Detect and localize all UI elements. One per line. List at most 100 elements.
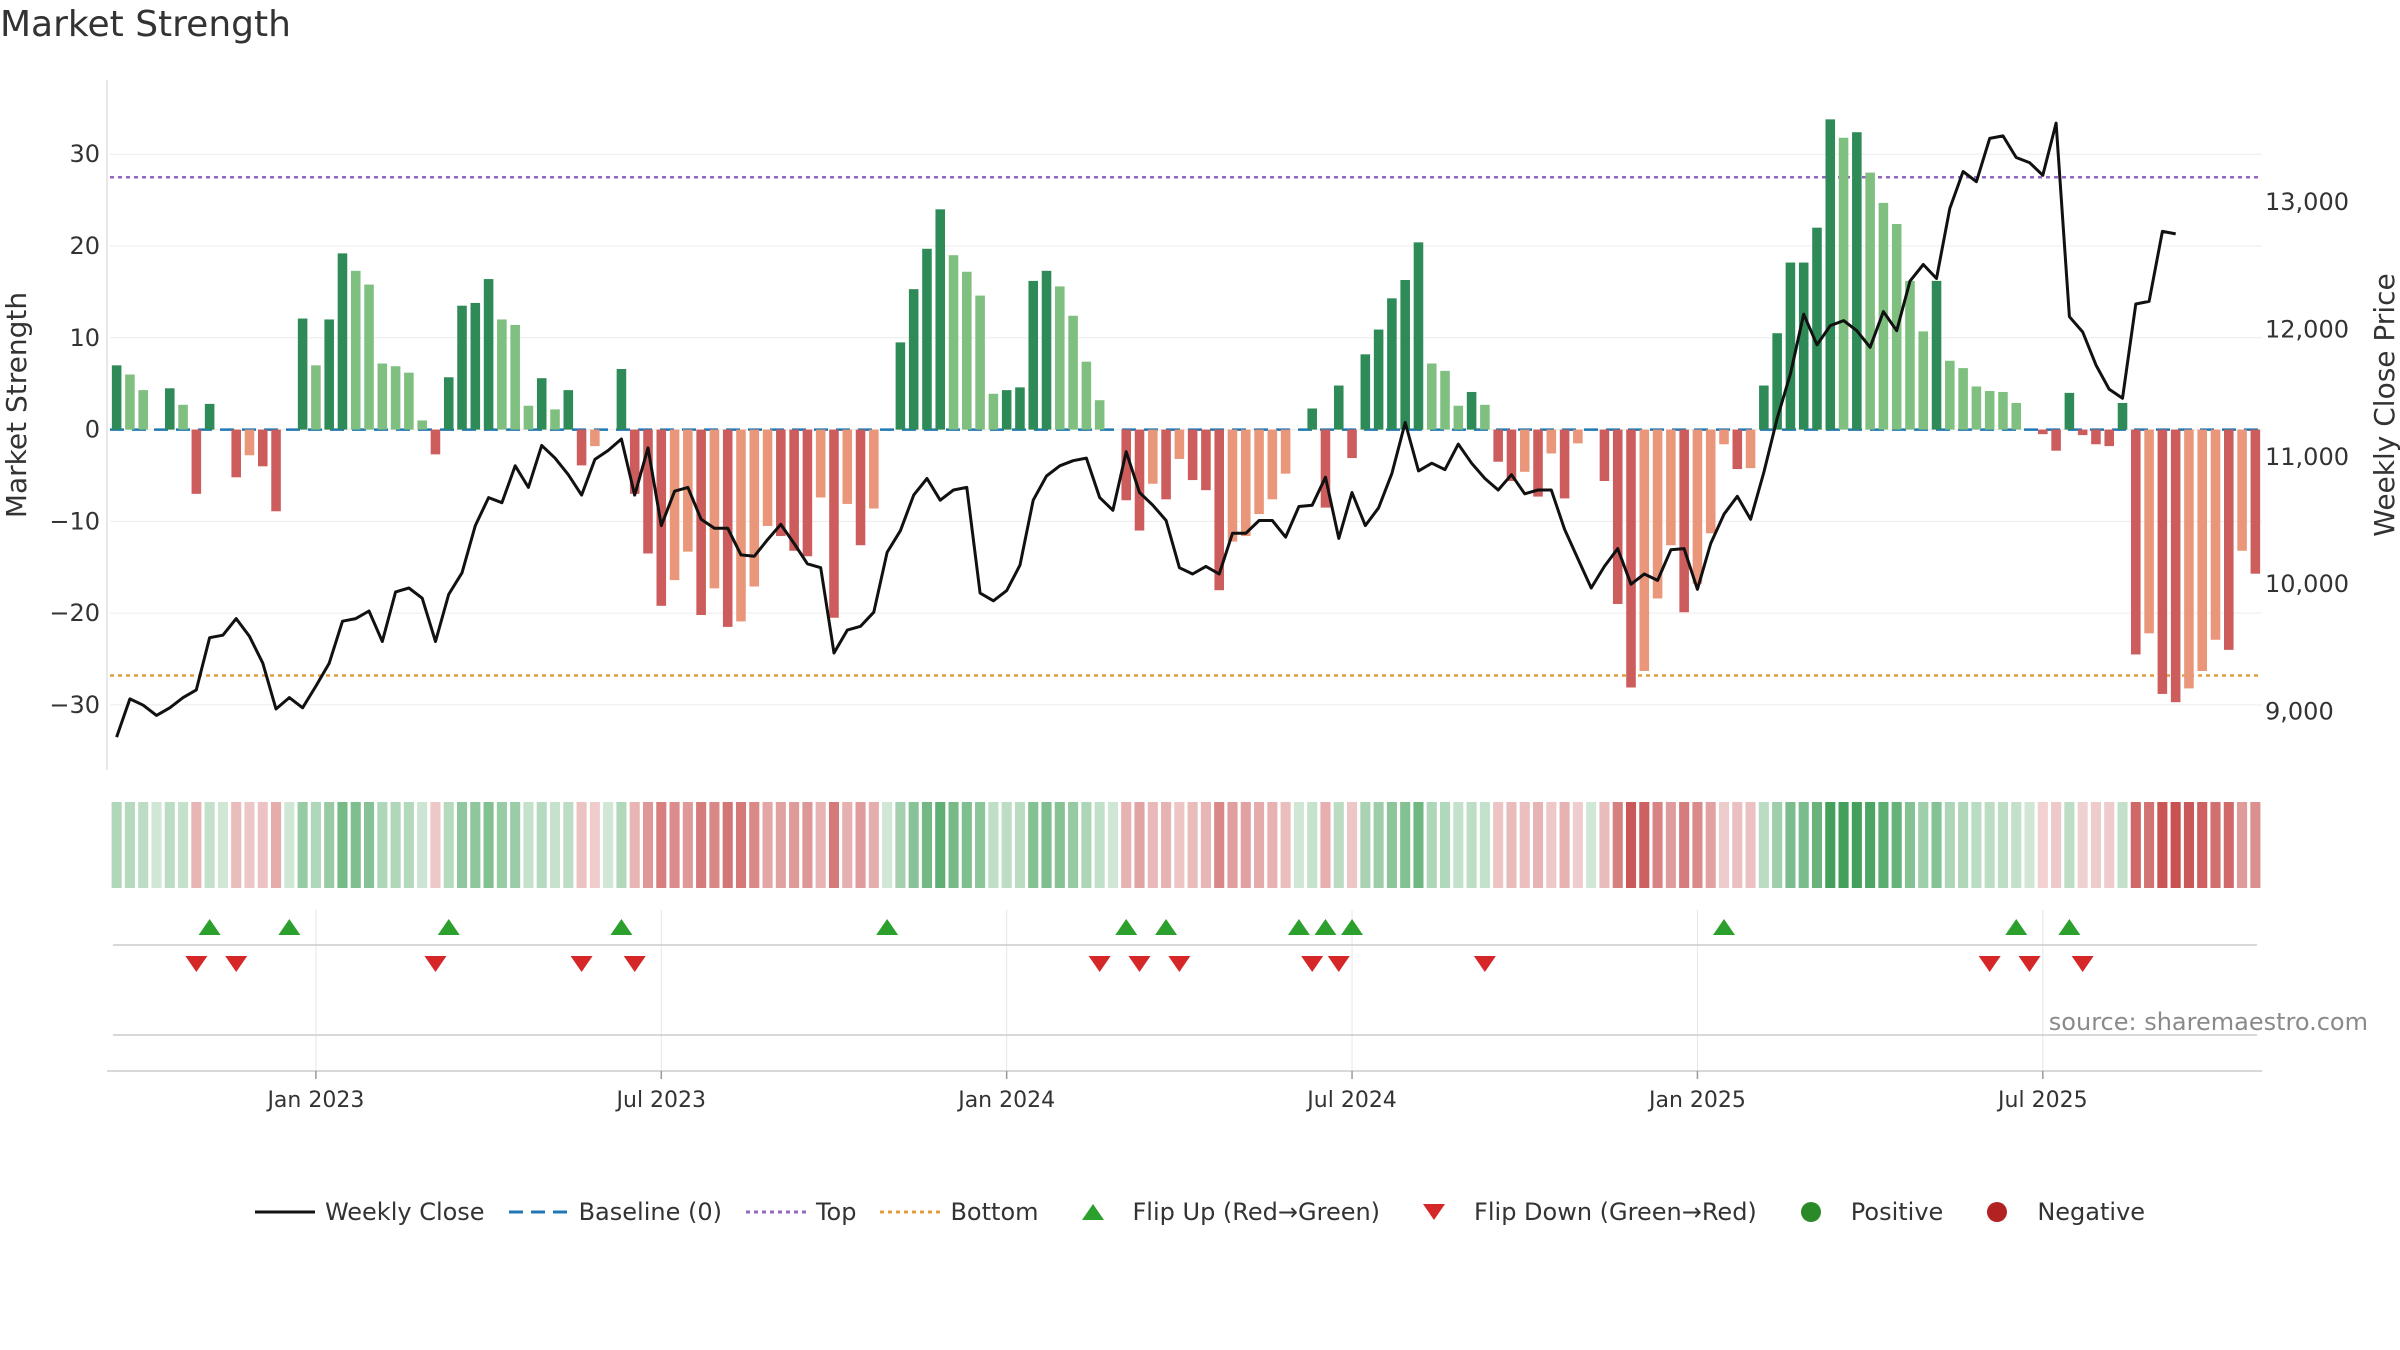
flip-up-marker [2058, 919, 2081, 935]
strength-bar [1174, 429, 1185, 459]
strength-bar [350, 270, 361, 430]
heat-cell [828, 802, 840, 888]
heat-cell [244, 802, 255, 888]
strength-bar [138, 390, 148, 430]
strength-bar [1573, 429, 1583, 444]
strength-bar [1001, 390, 1012, 430]
heat-cell [310, 802, 321, 888]
heat-cell [616, 802, 627, 888]
strength-bar [1068, 315, 1078, 430]
strength-bar [1148, 429, 1158, 484]
heat-cell [417, 802, 428, 888]
y-tick-label: −20 [49, 599, 100, 627]
heat-cell [1081, 802, 1092, 888]
y-tick-label: 10 [69, 324, 100, 352]
heat-cell [1811, 802, 1823, 888]
flip-down-marker [185, 956, 208, 972]
y2-tick-label: 10,000 [2265, 570, 2349, 598]
heat-cell [2250, 802, 2261, 888]
heat-cell [908, 802, 919, 888]
strength-bar [895, 342, 906, 430]
heat-cell [1692, 802, 1703, 888]
strength-bar [1480, 404, 1490, 430]
strength-bar [390, 366, 401, 430]
strength-bar [1612, 429, 1623, 604]
heat-cell [1546, 802, 1557, 888]
flip-down-marker [570, 956, 593, 972]
heat-cell [1320, 802, 1331, 888]
flip-up-marker [437, 919, 460, 935]
heat-cell [563, 802, 574, 888]
heat-cell [523, 802, 534, 888]
strength-bar [629, 429, 640, 494]
heat-cell [1041, 802, 1052, 888]
heat-cell [1466, 802, 1477, 888]
heat-cell [549, 802, 561, 888]
strength-bar [1466, 391, 1477, 430]
strength-bar [1865, 172, 1875, 430]
heat-cell [2090, 802, 2101, 888]
strength-bar [1187, 429, 1198, 481]
heat-cell [682, 802, 693, 888]
heat-cell [1639, 802, 1650, 888]
heat-cell [1785, 802, 1796, 888]
heat-cell [1347, 802, 1358, 888]
x-tick-label: Jan 2023 [265, 1088, 364, 1113]
heat-cell [1054, 802, 1065, 888]
flip-down-marker [1327, 956, 1350, 972]
y2-tick-label: 11,000 [2265, 443, 2349, 471]
heat-cell [842, 802, 853, 888]
legend-item: Flip Up (Red→Green) [1063, 1198, 1380, 1226]
heat-cell [217, 802, 228, 888]
strength-bar [1533, 429, 1543, 497]
heat-cell [1453, 802, 1464, 888]
strength-bar [1878, 202, 1889, 430]
legend-label: Top [815, 1198, 857, 1226]
strength-bars [111, 119, 2261, 703]
strength-bar [1599, 429, 1610, 481]
flip-down-marker [1128, 956, 1151, 972]
strength-bar [1626, 429, 1636, 688]
strength-bar [178, 404, 188, 430]
x-axis: Jan 2023 Jul 2023 Jan 2024 Jul 2024 Jan 2025… [107, 1070, 2262, 1113]
heat-cell [1891, 802, 1902, 888]
flip-down-marker [2071, 956, 2094, 972]
legend-label: Flip Down (Green→Red) [1474, 1198, 1757, 1226]
strength-bar [324, 319, 334, 430]
strength-bar [523, 405, 534, 430]
strength-bar [1546, 429, 1557, 454]
y-axis-label: Market Strength [0, 292, 33, 518]
strength-bar [1652, 429, 1663, 599]
heat-cell [1360, 802, 1371, 888]
strength-bar [2117, 402, 2128, 430]
heat-cell [1174, 802, 1185, 888]
strength-bar [1413, 242, 1424, 430]
heat-cell [138, 802, 149, 888]
flip-down-marker [1088, 956, 1111, 972]
heat-cell [589, 802, 600, 888]
heat-cell [1918, 802, 1929, 888]
heat-cell [470, 802, 481, 888]
strength-bar [590, 429, 600, 447]
heat-cell [1958, 802, 1969, 888]
heat-cell [1307, 802, 1318, 888]
legend-label: Bottom [950, 1198, 1039, 1226]
strength-bar [1055, 286, 1065, 430]
strength-bar [576, 429, 587, 466]
flip-up-marker [198, 919, 221, 935]
strength-bar [244, 429, 255, 456]
heat-cell [961, 802, 972, 888]
strength-bar [988, 393, 999, 430]
heat-cell [2130, 802, 2141, 888]
heat-cell [1254, 802, 1265, 888]
heat-cell [2011, 802, 2022, 888]
heat-cell [1028, 802, 1039, 888]
strength-bar [1825, 119, 1836, 430]
heat-cell [1599, 802, 1610, 888]
strength-bar [842, 429, 853, 504]
heat-cell [696, 802, 707, 888]
flip-up-marker [1155, 919, 1178, 935]
legend-item: Positive [1781, 1198, 1943, 1226]
strength-bar [204, 403, 215, 430]
legend-swatch [1423, 1204, 1446, 1220]
